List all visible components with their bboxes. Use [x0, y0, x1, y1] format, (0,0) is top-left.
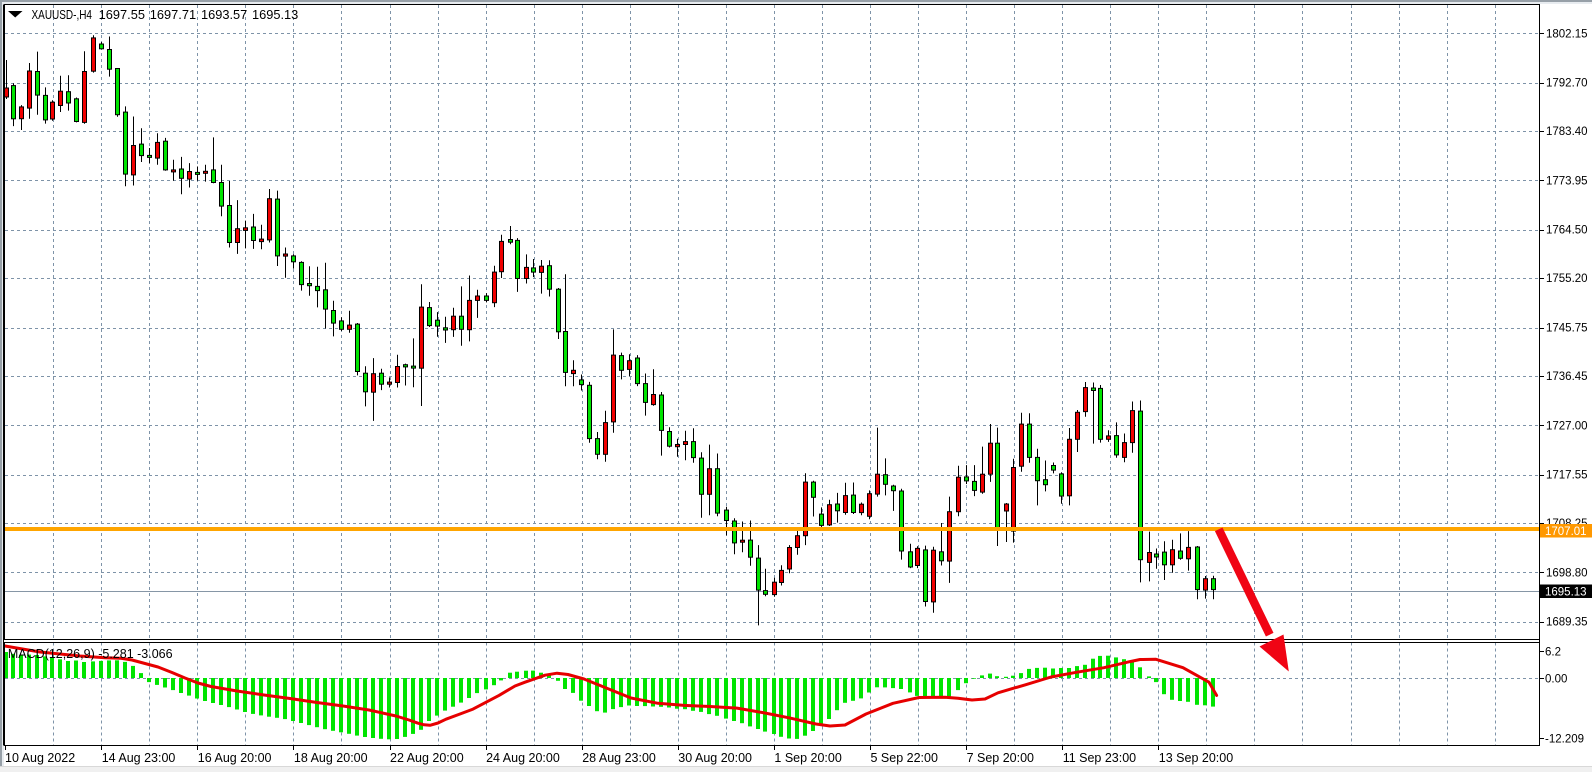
svg-text:1697.71: 1697.71 — [150, 8, 196, 22]
svg-text:24 Aug 20:00: 24 Aug 20:00 — [486, 751, 560, 765]
svg-text:1689.35: 1689.35 — [1546, 617, 1588, 629]
svg-text:30 Aug 20:00: 30 Aug 20:00 — [678, 751, 752, 765]
svg-text:1695.13: 1695.13 — [1545, 587, 1587, 599]
svg-text:18 Aug 20:00: 18 Aug 20:00 — [294, 751, 368, 765]
svg-text:0.00: 0.00 — [1545, 674, 1567, 686]
svg-text:1697.55: 1697.55 — [99, 8, 145, 22]
svg-text:16 Aug 20:00: 16 Aug 20:00 — [198, 751, 272, 765]
svg-text:1773.95: 1773.95 — [1546, 175, 1588, 187]
svg-text:1764.50: 1764.50 — [1546, 225, 1588, 237]
svg-text:10 Aug 2022: 10 Aug 2022 — [5, 751, 75, 765]
svg-text:1693.57: 1693.57 — [201, 8, 247, 22]
svg-text:13 Sep 20:00: 13 Sep 20:00 — [1159, 751, 1233, 765]
svg-text:1745.75: 1745.75 — [1546, 323, 1588, 335]
svg-text:MACD(12,26,9) -5.281 -3.066: MACD(12,26,9) -5.281 -3.066 — [8, 647, 173, 661]
svg-text:1783.40: 1783.40 — [1546, 126, 1588, 138]
svg-text:28 Aug 23:00: 28 Aug 23:00 — [582, 751, 656, 765]
svg-text:1792.70: 1792.70 — [1546, 78, 1588, 90]
svg-text:1802.15: 1802.15 — [1546, 28, 1588, 40]
svg-text:11 Sep 23:00: 11 Sep 23:00 — [1063, 751, 1136, 765]
svg-text:XAUUSD-,H4: XAUUSD-,H4 — [32, 8, 93, 22]
svg-text:-12.209: -12.209 — [1545, 734, 1584, 746]
svg-text:22 Aug 20:00: 22 Aug 20:00 — [390, 751, 464, 765]
svg-text:1698.80: 1698.80 — [1546, 567, 1588, 579]
svg-text:1755.20: 1755.20 — [1546, 273, 1588, 285]
svg-text:6.2: 6.2 — [1545, 647, 1561, 659]
svg-text:14 Aug 23:00: 14 Aug 23:00 — [102, 751, 176, 765]
svg-text:5 Sep 22:00: 5 Sep 22:00 — [871, 751, 938, 765]
svg-text:1707.01: 1707.01 — [1545, 526, 1587, 538]
svg-text:1695.13: 1695.13 — [252, 8, 298, 22]
svg-text:7 Sep 20:00: 7 Sep 20:00 — [967, 751, 1034, 765]
svg-text:1736.45: 1736.45 — [1546, 371, 1588, 383]
svg-text:1 Sep 20:00: 1 Sep 20:00 — [774, 751, 841, 765]
svg-text:1717.55: 1717.55 — [1546, 470, 1588, 482]
svg-text:1727.00: 1727.00 — [1546, 420, 1588, 432]
